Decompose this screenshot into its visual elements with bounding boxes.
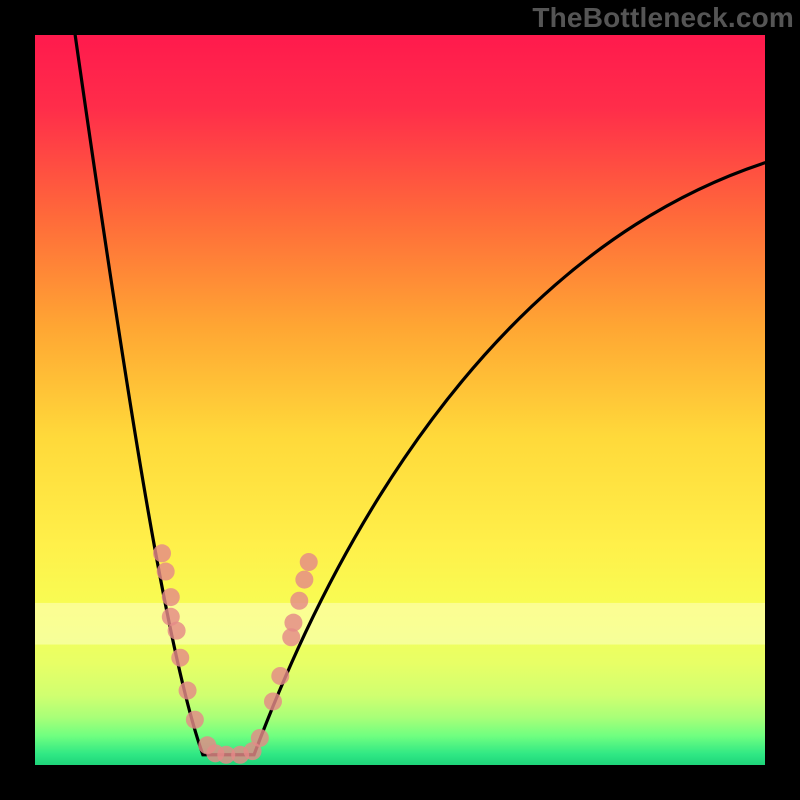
watermark-text: TheBottleneck.com — [532, 2, 794, 34]
marker-point — [290, 592, 308, 610]
marker-point — [251, 729, 269, 747]
chart-root: TheBottleneck.com — [0, 0, 800, 800]
marker-point — [157, 563, 175, 581]
marker-point — [284, 614, 302, 632]
plot-background — [35, 35, 765, 765]
marker-point — [295, 571, 313, 589]
highlight-band — [35, 603, 765, 645]
marker-point — [186, 711, 204, 729]
marker-point — [271, 667, 289, 685]
marker-point — [168, 622, 186, 640]
marker-point — [162, 588, 180, 606]
marker-point — [300, 553, 318, 571]
marker-point — [171, 649, 189, 667]
marker-point — [264, 692, 282, 710]
chart-svg — [0, 0, 800, 800]
marker-point — [179, 682, 197, 700]
marker-point — [153, 544, 171, 562]
